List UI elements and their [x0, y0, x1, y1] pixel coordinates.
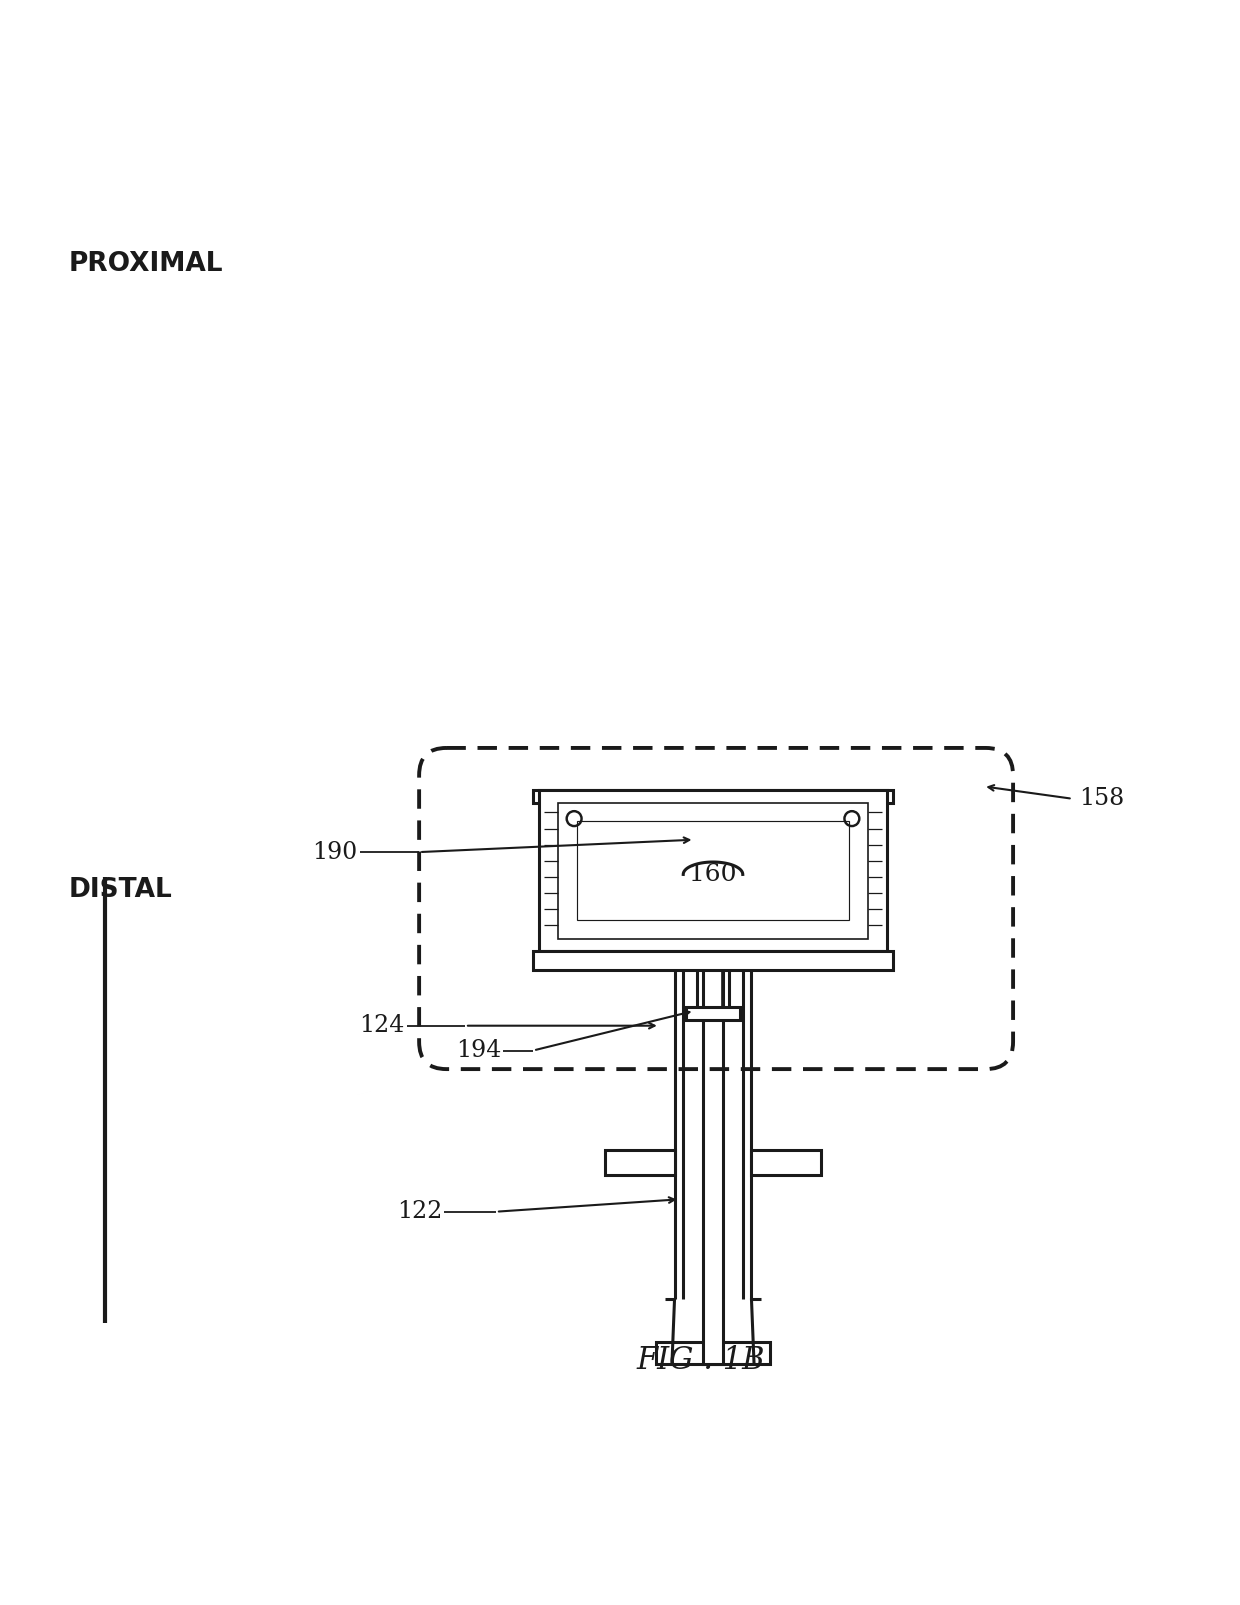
Bar — [751, 1149, 821, 1175]
Bar — [656, 1342, 770, 1364]
Text: 160: 160 — [689, 863, 737, 886]
Text: FIG . 1B: FIG . 1B — [636, 1345, 765, 1375]
Text: 194: 194 — [456, 1038, 502, 1063]
Text: 124: 124 — [360, 1014, 405, 1037]
Bar — [558, 802, 868, 939]
Text: 122: 122 — [397, 1201, 443, 1223]
Bar — [686, 1006, 740, 1019]
Bar — [539, 790, 887, 952]
Text: 190: 190 — [312, 841, 357, 863]
Text: DISTAL: DISTAL — [68, 876, 172, 904]
Bar — [605, 1149, 675, 1175]
Bar — [577, 822, 849, 920]
Text: PROXIMAL: PROXIMAL — [68, 250, 223, 276]
Text: 158: 158 — [1079, 788, 1123, 811]
Bar — [533, 790, 893, 802]
Bar — [533, 952, 893, 969]
Bar — [703, 876, 723, 1364]
